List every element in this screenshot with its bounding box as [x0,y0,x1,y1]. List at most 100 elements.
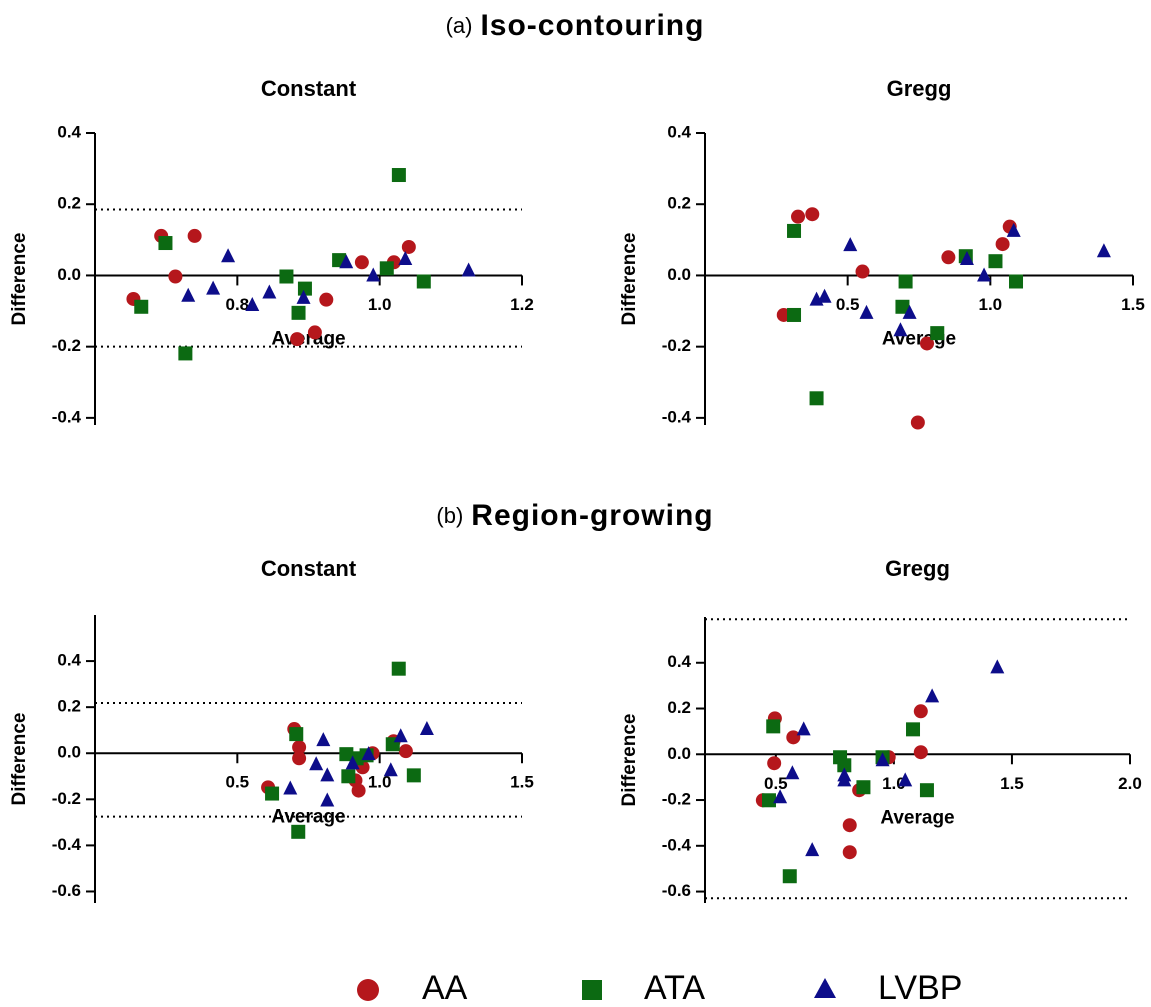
point [206,280,221,295]
point [245,296,260,311]
section-heading: (a) Iso-contouring [446,9,705,42]
x-tick-label: 0.5 [226,773,250,792]
x-tick-label: 0.5 [764,774,788,793]
point [925,688,940,703]
point [988,254,1003,269]
x-axis-title: Average [271,806,345,827]
point [265,786,280,801]
point [941,250,956,265]
point [406,768,421,783]
y-tick-label: -0.4 [52,407,82,426]
point [842,845,857,860]
y-tick-label: 0.0 [667,265,691,284]
point [773,789,788,804]
x-tick-label: 1.0 [979,295,1003,314]
section-label: (a) [446,13,473,38]
point [995,237,1010,252]
y-tick-label: -0.6 [52,881,81,900]
point [761,793,776,808]
point [910,415,925,430]
point [292,740,307,755]
panel-title: Constant [261,556,357,581]
x-axis-title: Average [271,328,345,349]
point [893,322,908,337]
point [856,780,871,795]
point [796,721,811,736]
legend-label: AA [422,969,468,1007]
y-tick-label: -0.2 [52,336,81,355]
point [767,756,782,771]
point [320,767,335,782]
point [786,730,801,745]
section-heading: (b) Region-growing [436,499,713,532]
y-tick-label: 0.4 [57,651,81,670]
y-axis-title: Difference [619,714,640,807]
y-tick-label: -0.2 [662,790,691,809]
point [339,254,354,269]
point [902,304,917,319]
point [782,869,797,884]
y-tick-label: 0.4 [667,652,691,671]
point [837,758,852,773]
point [817,288,832,303]
x-axis-title: Average [880,807,954,828]
point [906,722,921,737]
point [158,236,173,251]
x-tick-label: 0.8 [226,295,250,314]
point [990,659,1005,674]
legend-label: LVBP [878,969,962,1007]
point [181,287,196,302]
point [351,783,366,798]
point [787,223,802,238]
legend-marker [357,979,379,1001]
x-tick-label: 1.0 [882,774,906,793]
point [221,248,236,263]
point [1006,222,1021,237]
point [875,752,890,767]
y-tick-label: 0.2 [667,194,691,213]
x-axis-title: Average [882,328,956,349]
x-tick-label: 2.0 [1118,774,1142,793]
point [895,299,910,314]
point [837,772,852,787]
point [855,264,870,279]
y-tick-label: -0.2 [662,336,691,355]
point [291,824,306,839]
y-tick-label: -0.6 [662,881,691,900]
x-tick-label: 1.5 [1000,774,1024,793]
panel-title: Constant [261,76,357,101]
point [959,251,974,266]
y-tick-label: -0.4 [52,835,82,854]
section-title: Region-growing [471,499,713,532]
point [283,780,298,795]
legend-label: ATA [644,969,705,1007]
point [345,755,360,770]
point [187,228,202,243]
section-title: Iso-contouring [480,9,704,42]
point [262,284,277,299]
point [398,251,413,266]
point [168,269,183,284]
point [289,727,304,742]
point [366,267,381,282]
point [1009,274,1024,289]
panel-title: Gregg [885,556,950,581]
x-tick-label: 1.5 [1121,295,1145,314]
legend-marker [582,980,602,1000]
point [391,661,406,676]
point [401,239,416,254]
point [291,305,306,320]
point [296,289,311,304]
point [791,209,806,224]
panel-title: Gregg [887,76,952,101]
point [842,818,857,833]
point [416,274,431,289]
point [391,168,406,183]
point [279,269,294,284]
point [383,762,398,777]
point [393,728,408,743]
point [898,772,913,787]
point [316,732,331,747]
point [785,765,800,780]
